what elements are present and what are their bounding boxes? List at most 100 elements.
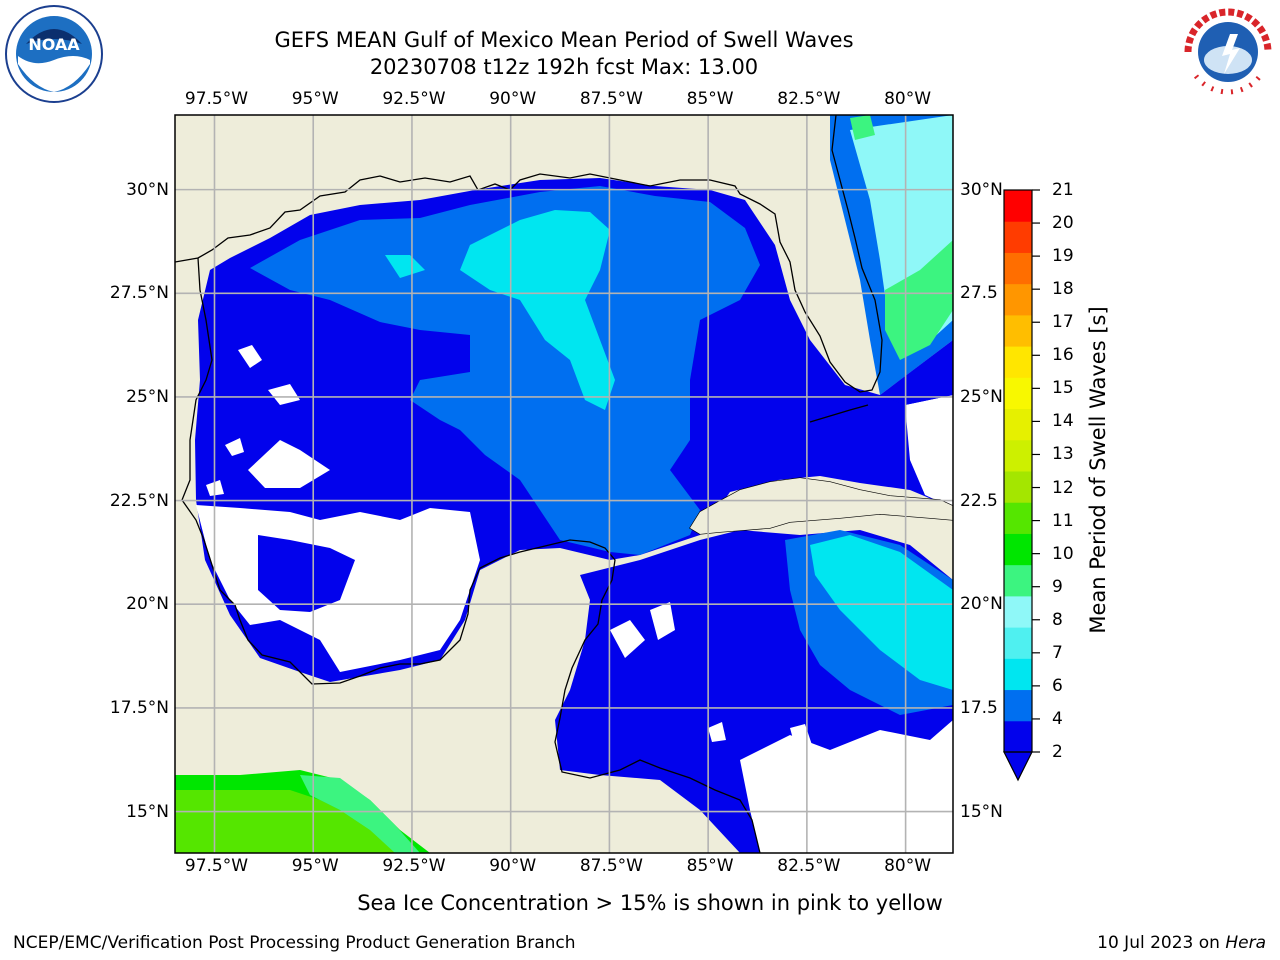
longitude-tick-label: 82.5°W [777,856,841,876]
swell-period-6-8-sw [385,255,425,278]
longitude-tick-label: 82.5°W [777,89,841,109]
swell-period-9-10-pacific [300,775,420,853]
latitude-tick-label: 25°N [126,386,169,407]
swell-period-2-4-west-patch [258,535,355,612]
colorbar-tick-label: 13 [1052,444,1074,465]
colorbar-segment [1004,190,1032,222]
colorbar-tick-label: 7 [1052,642,1063,663]
colorbar-segment [1004,627,1032,659]
no-data-atlantic [905,395,953,508]
colorbar-tick-label: 18 [1052,279,1074,300]
colorbar-extend-arrow [1003,751,1033,782]
run-date-text: 10 Jul 2023 on [1097,933,1226,953]
no-data-caribbean-patch-2 [650,602,675,640]
colorbar-segment [1004,658,1032,691]
no-data-patch-3 [268,384,300,405]
colorbar-segment [1004,314,1032,347]
no-data-caribbean-patch-1 [610,620,645,658]
map-frame [174,114,954,854]
colorbar-segment [1004,283,1032,316]
colorbar-segment [1004,377,1032,410]
latitude-tick-label: 15°N [960,801,1003,822]
longitude-tick-label: 92.5°W [382,856,446,876]
swell-period-9-10-atlantic [885,240,953,360]
colorbar-segment [1004,533,1032,566]
latitude-tick-label: 22.5 [960,490,998,511]
colorbar-tick-label: 14 [1052,411,1074,432]
longitude-tick-label: 80°W [884,89,932,109]
colorbar-tick-label: 15 [1052,378,1074,399]
chart-title: GEFS MEAN Gulf of Mexico Mean Period of … [274,28,854,52]
no-data-caribbean-south [740,720,953,853]
no-data-patch-2 [238,345,262,368]
host-name: Hera [1225,933,1266,953]
colorbar-frame [1003,189,1033,753]
colorbar-tick-label: 9 [1052,576,1063,597]
colorbar-tick-label: 4 [1052,708,1063,729]
longitude-tick-label: 85°W [686,89,734,109]
colorbar-segment [1004,720,1032,753]
latitude-tick-label: 20°N [126,594,169,615]
chart-subtitle: 20230708 t12z 192h fcst Max: 13.00 [369,55,759,79]
longitude-tick-label: 95°W [291,89,339,109]
latitude-tick-label: 25°N [960,386,1003,407]
latitude-tick-label: 30°N [960,179,1003,200]
colorbar-segment [1004,346,1032,378]
swell-period-11-12-pacific [175,790,400,853]
run-date: 10 Jul 2023 on Hera [1097,933,1266,953]
colorbar-tick-label: 21 [1052,180,1074,200]
gulf-sea [195,178,953,682]
national-weather-service-logo [1182,6,1274,98]
swell-period-4-6 [250,186,760,555]
longitude-tick-label: 85°W [686,856,734,876]
colorbar-segment [1004,564,1032,597]
colorbar-tick-label: 16 [1052,345,1074,366]
colorbar-tick-label: 11 [1052,510,1074,531]
colorbar [1003,189,1040,782]
credit-line: NCEP/EMC/Verification Post Processing Pr… [13,933,576,953]
colorbar-tick-label: 19 [1052,246,1074,267]
lat-lon-gridlines [175,115,953,853]
colorbar-tick-label: 8 [1052,609,1063,630]
swell-period-6-8 [460,210,615,410]
noaa-logo: NOAA [5,5,103,103]
colorbar-tick-label: 2 [1052,742,1063,762]
florida-keys [809,404,869,423]
longitude-tick-label: 97.5°W [184,89,249,109]
colorbar-segment [1004,502,1032,534]
latitude-tick-label: 20°N [960,594,1003,615]
no-data-patch-1 [248,440,330,488]
longitude-tick-label: 90°W [489,856,537,876]
latitude-tick-label: 27.5 [960,283,998,304]
longitude-tick-label: 95°W [291,856,339,876]
latitude-tick-label: 17.5°N [109,697,169,718]
colorbar-label: Mean Period of Swell Waves [s] [1086,306,1110,634]
svg-text:NOAA: NOAA [28,35,80,54]
colorbar-segment [1004,595,1032,628]
swell-period-9-10-atlantic-top [850,115,875,140]
cuba-land [690,478,953,534]
colorbar-segment [1004,439,1032,472]
latitude-tick-label: 22.5°N [109,490,169,511]
no-data-caribbean-patch-3 [708,722,726,742]
longitude-tick-label: 97.5°W [184,856,249,876]
longitude-tick-label: 90°W [489,89,537,109]
mexico-coastline [181,257,761,853]
latitude-tick-label: 27.5°N [109,283,169,304]
colorbar-tick-label: 20 [1052,213,1074,234]
no-data-patch-4 [225,438,244,456]
colorbar-tick-label: 12 [1052,477,1074,498]
colorbar-tick-label: 10 [1052,543,1074,564]
latitude-tick-label: 30°N [126,179,169,200]
longitude-tick-label: 87.5°W [579,856,643,876]
colorbar-segment [1004,221,1032,253]
colorbar-segment [1004,471,1032,503]
longitude-tick-label: 92.5°W [382,89,446,109]
caribbean-sea [555,530,953,853]
gulf-coastline [175,115,883,393]
colorbar-tick-label: 6 [1052,675,1063,696]
map-area [175,115,953,853]
longitude-tick-label: 80°W [884,856,932,876]
colorbar-segment [1004,408,1032,441]
